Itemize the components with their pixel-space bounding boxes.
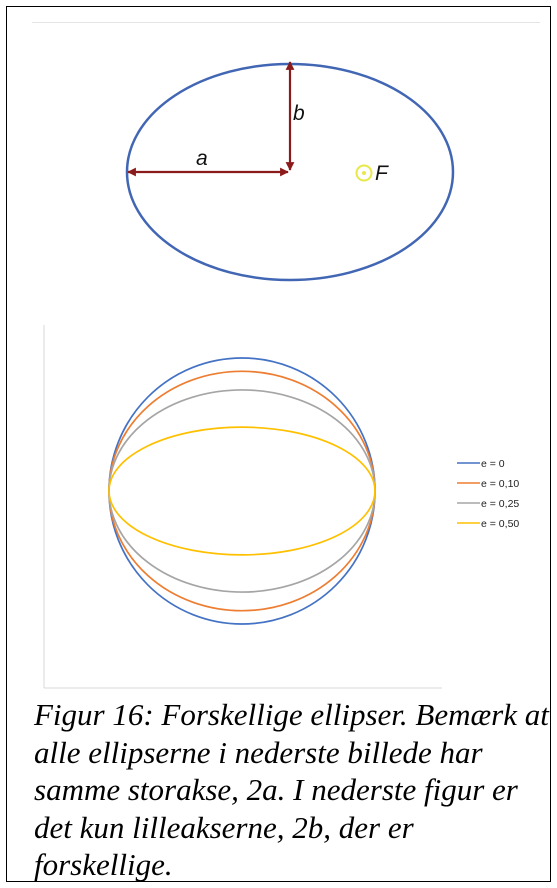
legend-label: e = 0,50 (481, 518, 519, 530)
ellipse-e-1 (108, 370, 376, 612)
legend: e = 0 e = 0,10 e = 0,25 e = 0,50 (457, 458, 519, 530)
figure-frame (6, 6, 551, 882)
plot-area-border (43, 325, 442, 689)
ellipse-curves (108, 357, 376, 625)
legend-label: e = 0,10 (481, 478, 519, 490)
focus-icon (355, 164, 373, 182)
label-b: b (293, 102, 305, 125)
figure-caption: Figur 16: Forskellige ellipser. Bemærk a… (34, 697, 549, 882)
legend-label: e = 0,25 (481, 498, 519, 510)
label-a: a (196, 147, 208, 170)
ellipse-e-0 (108, 357, 376, 625)
ellipse-e-2 (108, 389, 376, 593)
legend-label: e = 0 (481, 458, 505, 470)
ellipse-e-3 (108, 426, 376, 556)
top-rule (32, 22, 540, 23)
ellipse-axes-diagram: a b F (125, 61, 455, 282)
focus-label: F (375, 162, 389, 185)
